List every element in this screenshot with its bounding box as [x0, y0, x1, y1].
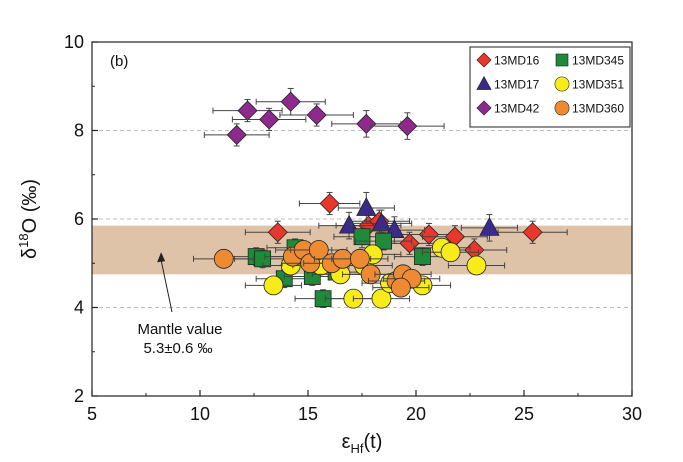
- data-point-13MD42: [259, 109, 280, 130]
- data-point-13MD345: [375, 232, 393, 250]
- series-13MD16: [244, 191, 568, 262]
- legend-marker-13MD42: [476, 100, 492, 116]
- data-point-13MD351: [371, 288, 392, 309]
- legend-marker-13MD360: [554, 100, 570, 116]
- axes-layer: 5 10 15 20 25 30 2 4 6 8 10 εHf(t) δ18O (‰): [16, 32, 642, 456]
- y-tick-label: 2: [74, 386, 84, 406]
- data-point-13MD360: [308, 240, 329, 260]
- x-axis-title-tail: (t): [364, 431, 383, 453]
- x-axis-title-sub: Hf: [351, 441, 364, 456]
- data-point-13MD17: [479, 217, 500, 236]
- y-axis-title: δ18O (‰): [16, 179, 41, 259]
- legend-label: 13MD351: [572, 78, 624, 92]
- legend-marker-13MD351: [554, 76, 570, 92]
- legend-item: 13MD360: [554, 100, 624, 116]
- y-tick-label: 8: [74, 121, 84, 141]
- mantle-arrow-head: [157, 252, 166, 263]
- annotation-layer: (b) Mantle value 5.3±0.6 ‰: [110, 53, 223, 357]
- x-axis-title-main: ε: [342, 431, 351, 453]
- legend-label: 13MD360: [572, 102, 624, 116]
- data-point-13MD345: [353, 228, 371, 246]
- legend-item: 13MD16: [476, 52, 540, 68]
- data-point-13MD17: [356, 197, 377, 216]
- x-tick-label: 10: [190, 404, 210, 424]
- data-point-13MD360: [213, 248, 234, 269]
- data-point-13MD360: [390, 277, 411, 298]
- data-point-13MD16: [319, 193, 340, 214]
- legend-item: 13MD42: [476, 100, 540, 116]
- y-axis-title-sup: 18: [16, 233, 31, 247]
- legend-marker-13MD16: [476, 52, 492, 68]
- legend-label: 13MD17: [494, 78, 540, 92]
- points-layer: [193, 87, 568, 309]
- data-point-13MD42: [280, 91, 301, 112]
- legend: 13MD16 13MD345 13MD17 13MD351 13MD42 13MD360: [469, 46, 631, 128]
- data-point-13MD17: [371, 212, 392, 232]
- series-13MD42: [203, 87, 445, 147]
- data-point-13MD16: [522, 222, 543, 243]
- data-point-13MD42: [306, 104, 327, 126]
- y-axis-title-pre: δ: [19, 248, 41, 259]
- data-point-13MD42: [237, 100, 258, 121]
- x-tick-label: 25: [514, 404, 534, 424]
- y-tick-label: 6: [74, 209, 84, 229]
- legend-label: 13MD345: [572, 54, 624, 68]
- mantle-arrow-line: [160, 260, 173, 313]
- y-tick-label: 4: [74, 298, 84, 318]
- y-axis-title-post: O (‰): [19, 179, 41, 233]
- x-tick-label: 5: [87, 404, 97, 424]
- grid-layer: [92, 130, 632, 308]
- legend-label: 13MD42: [494, 102, 540, 116]
- legend-marker-13MD345: [555, 53, 569, 67]
- mantle-label-line1: Mantle value: [137, 321, 222, 338]
- data-point-13MD351: [440, 242, 461, 263]
- data-point-13MD351: [263, 275, 284, 296]
- x-tick-label: 20: [406, 404, 426, 424]
- mantle-label-line2: 5.3±0.6 ‰: [143, 340, 212, 357]
- legend-item: 13MD17: [476, 75, 540, 92]
- panel-label: (b): [110, 53, 128, 70]
- x-axis-title: εHf(t): [342, 431, 383, 456]
- y-tick-label: 10: [64, 32, 84, 52]
- data-point-13MD360: [349, 248, 370, 269]
- data-point-13MD351: [466, 255, 487, 276]
- x-tick-label: 30: [622, 404, 642, 424]
- series-13MD17: [318, 191, 519, 244]
- series-13MD360: [193, 240, 441, 298]
- data-point-13MD42: [397, 116, 418, 137]
- data-point-13MD16: [267, 222, 288, 243]
- x-tick-label: 15: [298, 404, 318, 424]
- legend-item: 13MD351: [554, 76, 624, 92]
- data-point-13MD42: [226, 124, 247, 145]
- legend-label: 13MD16: [494, 54, 540, 68]
- legend-marker-13MD17: [476, 75, 492, 90]
- legend-box: [469, 46, 631, 128]
- legend-item: 13MD345: [555, 53, 624, 68]
